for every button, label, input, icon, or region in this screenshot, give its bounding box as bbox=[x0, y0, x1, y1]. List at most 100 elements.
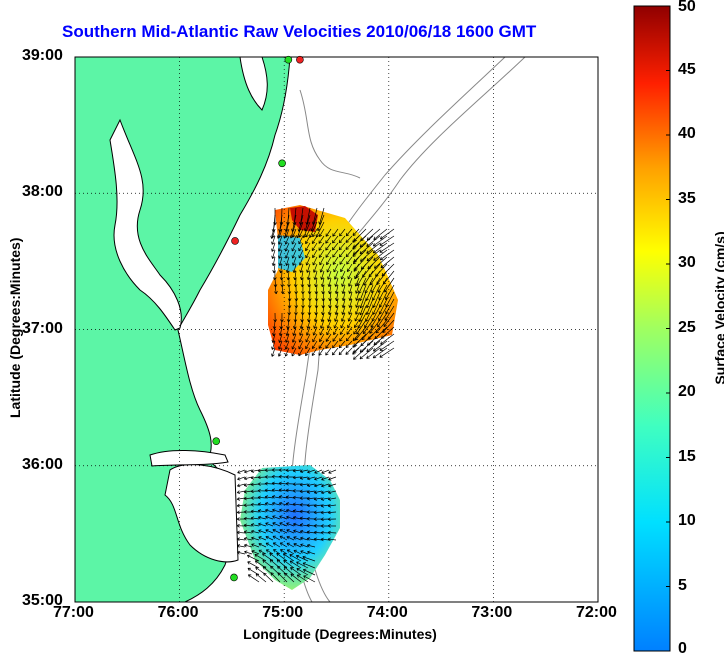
velocity-arrow bbox=[379, 347, 395, 358]
velocity-arrow bbox=[286, 515, 295, 520]
velocity-arrow bbox=[353, 228, 367, 242]
velocity-arrow bbox=[318, 347, 325, 356]
velocity-arrow bbox=[250, 469, 260, 473]
velocity-arrow bbox=[300, 550, 309, 555]
velocity-arrow bbox=[291, 347, 297, 357]
velocity-arrow bbox=[300, 536, 309, 541]
velocity-arrow bbox=[359, 291, 367, 309]
velocity-arrow bbox=[348, 291, 353, 301]
velocity-arrow bbox=[257, 468, 267, 473]
velocity-arrow bbox=[313, 510, 323, 515]
velocity-arrow bbox=[320, 504, 330, 508]
velocity-arrow bbox=[332, 256, 339, 265]
velocity-arrow bbox=[278, 228, 283, 238]
velocity-arrow bbox=[339, 249, 346, 258]
velocity-arrow bbox=[271, 501, 281, 506]
velocity-arrow bbox=[321, 483, 330, 488]
velocity-arrow bbox=[292, 495, 302, 500]
velocity-arrow bbox=[333, 319, 339, 329]
velocity-arrow bbox=[319, 256, 325, 266]
velocity-arrow bbox=[278, 468, 288, 472]
velocity-arrow bbox=[319, 326, 325, 336]
velocity-arrow bbox=[320, 312, 325, 322]
velocity-arrow bbox=[346, 263, 353, 272]
velocity-arrow bbox=[303, 575, 316, 583]
velocity-arrow bbox=[306, 319, 311, 329]
velocity-arrow bbox=[236, 530, 246, 535]
velocity-arrow bbox=[291, 340, 297, 350]
velocity-arrow bbox=[306, 537, 316, 541]
velocity-arrow bbox=[298, 242, 304, 252]
velocity-arrow bbox=[293, 543, 302, 548]
velocity-arrow bbox=[279, 535, 288, 541]
y-tick-label: 35:00 bbox=[22, 592, 63, 609]
velocity-arrow bbox=[360, 228, 374, 241]
velocity-arrow bbox=[347, 319, 353, 329]
hf-radar-station bbox=[296, 55, 304, 64]
velocity-arrow bbox=[359, 340, 374, 353]
velocity-arrow bbox=[385, 298, 395, 315]
velocity-arrow bbox=[311, 340, 318, 349]
velocity-arrow bbox=[250, 482, 260, 487]
velocity-arrow bbox=[381, 326, 395, 339]
velocity-arrow bbox=[258, 536, 267, 541]
velocity-arrow bbox=[318, 249, 325, 258]
velocity-arrow bbox=[265, 515, 274, 520]
velocity-arrow bbox=[379, 235, 395, 246]
velocity-arrow bbox=[278, 333, 283, 343]
velocity-arrow bbox=[285, 326, 290, 336]
velocity-arrow bbox=[372, 340, 388, 352]
velocity-arrow bbox=[280, 549, 288, 555]
velocity-arrow bbox=[354, 256, 367, 271]
velocity-arrow bbox=[285, 481, 295, 486]
velocity-arrow bbox=[279, 528, 288, 534]
velocity-arrow bbox=[345, 242, 353, 250]
velocity-arrow bbox=[332, 249, 339, 258]
velocity-arrow bbox=[353, 326, 360, 335]
velocity-arrow bbox=[292, 489, 302, 493]
velocity-arrow bbox=[255, 573, 267, 583]
north-field-low bbox=[278, 235, 305, 272]
velocity-arrow bbox=[236, 497, 246, 501]
velocity-arrow bbox=[270, 572, 281, 583]
grid-lines bbox=[75, 57, 598, 602]
velocity-arrow bbox=[305, 228, 311, 238]
velocity-arrow bbox=[332, 347, 339, 356]
velocity-arrow bbox=[257, 515, 267, 520]
velocity-arrow bbox=[353, 249, 367, 263]
velocity-arrow bbox=[327, 270, 332, 280]
velocity-arrow bbox=[271, 228, 276, 238]
velocity-arrow bbox=[320, 524, 330, 528]
colorbar-tick-label: 15 bbox=[678, 447, 696, 465]
velocity-arrow bbox=[326, 263, 332, 273]
velocity-arrow bbox=[320, 510, 330, 515]
velocity-arrow bbox=[313, 270, 318, 280]
velocity-arrow bbox=[292, 509, 302, 513]
velocity-arrow bbox=[295, 554, 309, 562]
velocity-arrow bbox=[334, 298, 339, 309]
velocity-arrow bbox=[379, 228, 395, 240]
y-axis-label: Latitude (Degrees:Minutes) bbox=[7, 237, 23, 418]
velocity-arrow bbox=[366, 228, 381, 241]
velocity-arrow bbox=[237, 469, 246, 474]
velocity-arrow bbox=[325, 333, 332, 342]
velocity-arrow bbox=[326, 256, 332, 266]
velocity-arrow bbox=[277, 347, 283, 357]
velocity-arrow bbox=[319, 263, 325, 273]
velocity-arrow bbox=[359, 298, 367, 316]
velocity-arrow bbox=[265, 522, 274, 527]
velocity-arrow bbox=[292, 482, 302, 487]
velocity-arrow bbox=[341, 305, 346, 315]
velocity-arrow bbox=[366, 242, 381, 254]
velocity-arrow bbox=[293, 549, 302, 555]
velocity-arrow bbox=[345, 228, 353, 237]
velocity-arrow bbox=[312, 256, 318, 266]
velocity-arrow bbox=[264, 488, 274, 493]
y-tick-label: 36:00 bbox=[22, 455, 63, 473]
velocity-arrow bbox=[353, 347, 367, 360]
velocity-arrow bbox=[360, 333, 374, 347]
velocity-arrow bbox=[284, 242, 290, 252]
velocity-arrow bbox=[345, 333, 353, 342]
colorbar-tick-label: 10 bbox=[678, 512, 696, 529]
velocity-arrow bbox=[353, 242, 367, 255]
